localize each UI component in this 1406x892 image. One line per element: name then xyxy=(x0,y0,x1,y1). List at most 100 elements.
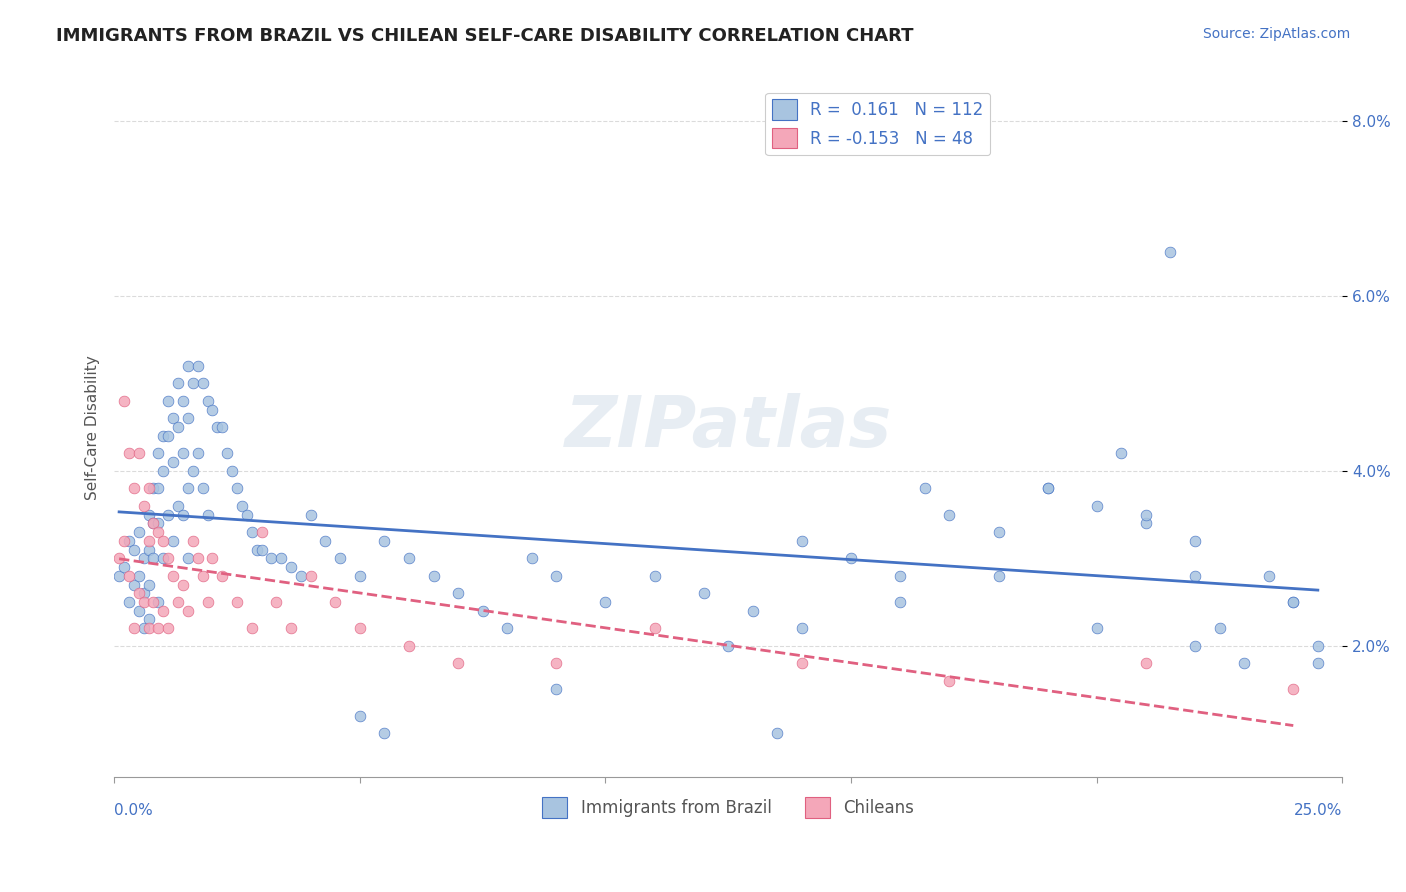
Point xyxy=(595,595,617,609)
Point xyxy=(187,359,209,373)
Point xyxy=(1036,481,1059,495)
Point xyxy=(197,508,219,522)
Point xyxy=(118,446,141,460)
Point xyxy=(112,393,135,408)
Point xyxy=(162,568,184,582)
Point xyxy=(546,682,568,697)
Point xyxy=(1111,446,1133,460)
Point xyxy=(181,376,204,391)
Point xyxy=(839,551,862,566)
Point xyxy=(323,595,346,609)
Point xyxy=(132,621,155,635)
Text: Source: ZipAtlas.com: Source: ZipAtlas.com xyxy=(1202,27,1350,41)
Point xyxy=(138,533,160,548)
Point xyxy=(280,621,302,635)
Point xyxy=(790,657,813,671)
Point xyxy=(987,524,1010,539)
Point xyxy=(142,481,165,495)
Point xyxy=(201,551,224,566)
Point xyxy=(240,621,263,635)
Point xyxy=(181,533,204,548)
Point xyxy=(299,508,322,522)
Point xyxy=(373,726,395,740)
Point xyxy=(790,621,813,635)
Legend: Immigrants from Brazil, Chileans: Immigrants from Brazil, Chileans xyxy=(536,791,921,824)
Point xyxy=(644,568,666,582)
Point xyxy=(231,499,253,513)
Point xyxy=(226,481,249,495)
Point xyxy=(128,568,150,582)
Point xyxy=(157,508,180,522)
Point xyxy=(889,568,911,582)
Point xyxy=(546,568,568,582)
Point xyxy=(132,595,155,609)
Point xyxy=(349,621,371,635)
Point xyxy=(148,524,170,539)
Point xyxy=(142,516,165,531)
Point xyxy=(148,481,170,495)
Text: 25.0%: 25.0% xyxy=(1294,803,1343,818)
Point xyxy=(938,508,960,522)
Point xyxy=(741,604,763,618)
Point xyxy=(226,595,249,609)
Point xyxy=(167,376,190,391)
Point xyxy=(177,359,200,373)
Point xyxy=(152,604,174,618)
Point xyxy=(290,568,312,582)
Text: ZIPatlas: ZIPatlas xyxy=(565,392,891,462)
Point xyxy=(1257,568,1279,582)
Point xyxy=(1282,595,1305,609)
Point xyxy=(299,568,322,582)
Point xyxy=(152,429,174,443)
Point xyxy=(546,657,568,671)
Point xyxy=(471,604,494,618)
Point xyxy=(162,533,184,548)
Point xyxy=(1036,481,1059,495)
Point xyxy=(132,499,155,513)
Point xyxy=(122,542,145,557)
Point xyxy=(987,568,1010,582)
Point xyxy=(148,621,170,635)
Point xyxy=(1306,657,1329,671)
Point xyxy=(108,568,131,582)
Point xyxy=(172,393,194,408)
Point xyxy=(162,455,184,469)
Point xyxy=(172,446,194,460)
Y-axis label: Self-Care Disability: Self-Care Disability xyxy=(86,355,100,500)
Point xyxy=(1282,595,1305,609)
Point xyxy=(187,446,209,460)
Point xyxy=(246,542,269,557)
Point xyxy=(693,586,716,600)
Point xyxy=(191,481,214,495)
Point xyxy=(157,621,180,635)
Point xyxy=(1184,533,1206,548)
Point xyxy=(148,446,170,460)
Point xyxy=(520,551,543,566)
Point xyxy=(167,420,190,434)
Point xyxy=(152,533,174,548)
Point xyxy=(250,524,273,539)
Point xyxy=(398,639,420,653)
Text: IMMIGRANTS FROM BRAZIL VS CHILEAN SELF-CARE DISABILITY CORRELATION CHART: IMMIGRANTS FROM BRAZIL VS CHILEAN SELF-C… xyxy=(56,27,914,45)
Point xyxy=(250,542,273,557)
Point xyxy=(717,639,740,653)
Point xyxy=(138,508,160,522)
Point xyxy=(142,516,165,531)
Point xyxy=(181,464,204,478)
Point xyxy=(217,446,239,460)
Point xyxy=(118,595,141,609)
Point xyxy=(766,726,789,740)
Point xyxy=(644,621,666,635)
Point xyxy=(236,508,259,522)
Text: 0.0%: 0.0% xyxy=(114,803,153,818)
Point xyxy=(221,464,243,478)
Point xyxy=(447,657,470,671)
Point xyxy=(422,568,444,582)
Point xyxy=(1085,499,1108,513)
Point xyxy=(398,551,420,566)
Point xyxy=(938,673,960,688)
Point xyxy=(177,551,200,566)
Point xyxy=(1208,621,1230,635)
Point xyxy=(128,604,150,618)
Point xyxy=(280,560,302,574)
